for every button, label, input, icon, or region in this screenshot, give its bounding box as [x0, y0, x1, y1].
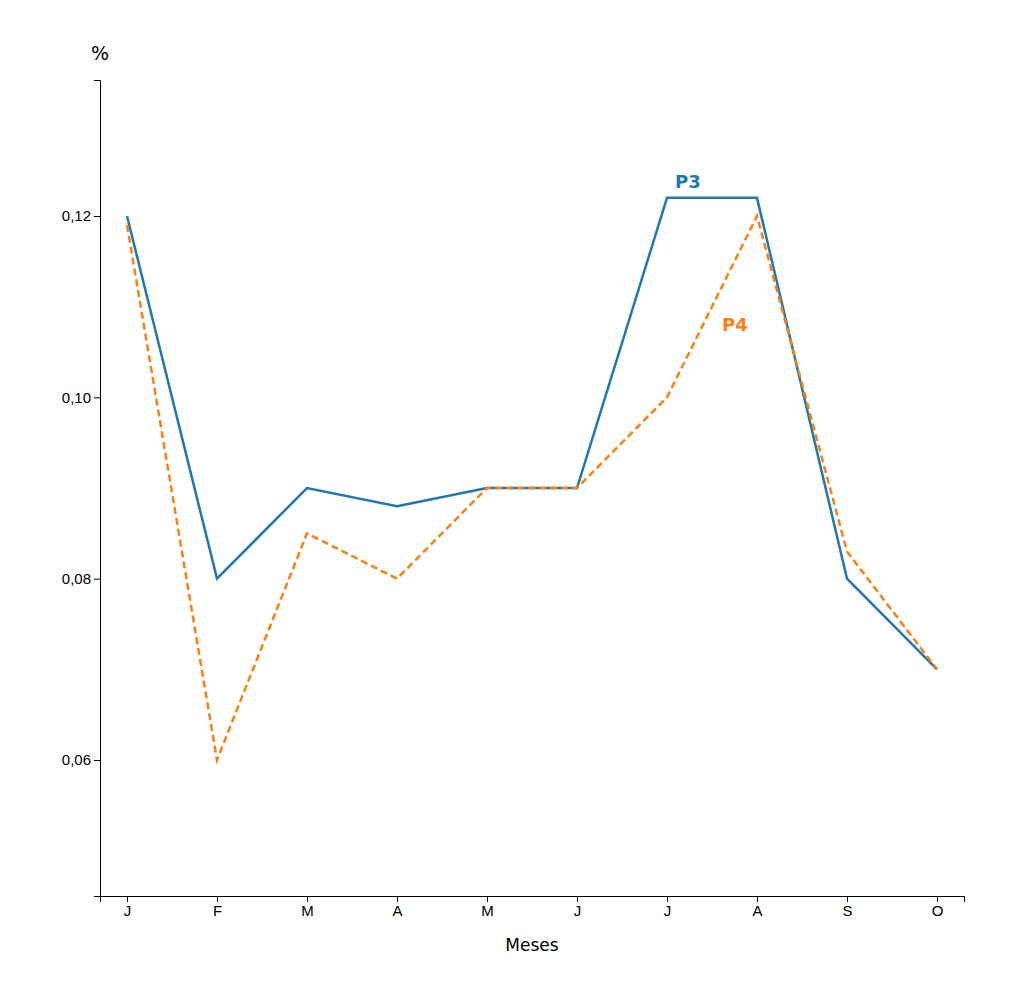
y-tick-label: 0,06 [62, 751, 91, 768]
y-tick-label: 0,08 [62, 570, 91, 587]
x-tick: M [481, 896, 494, 919]
y-tick-label: 0,10 [62, 389, 91, 406]
lines [127, 198, 937, 760]
x-tick-label: M [481, 902, 494, 919]
y-axis: 0,06 0,08 0,10 0,12 [62, 81, 101, 897]
chart: J F M A M J J A S O 0,06 0,08 0,10 0,12 P3 P4 Meses% [0, 0, 1024, 986]
series-label: P4 [722, 314, 748, 335]
y-tick: 0,06 [62, 751, 100, 768]
y-tick-mark [94, 216, 100, 217]
x-tick-label: A [752, 902, 762, 919]
plot: J F M A M J J A S O 0,06 0,08 0,10 0,12 P3 P4 Meses% [62, 42, 965, 955]
x-tick-label: S [842, 902, 852, 919]
y-tick: 0,10 [62, 389, 100, 406]
y-tick-mark [94, 579, 100, 580]
series-line [127, 216, 937, 760]
y-tick-mark [94, 760, 100, 761]
series-line [127, 198, 937, 669]
y-axis-line [94, 81, 101, 897]
x-tick-label: M [301, 902, 314, 919]
x-tick: M [301, 896, 314, 919]
x-axis-title: Meses [505, 935, 558, 955]
x-tick: F [213, 896, 222, 919]
x-tick-label: J [664, 902, 672, 919]
x-tick: A [752, 896, 762, 919]
x-tick: J [664, 896, 672, 919]
x-tick: A [392, 896, 402, 919]
y-tick-label: 0,12 [62, 207, 91, 224]
y-tick-mark [94, 397, 100, 398]
x-tick-label: J [124, 902, 132, 919]
x-tick: J [124, 896, 132, 919]
y-axis-title: % [91, 42, 109, 64]
x-tick: O [932, 896, 944, 919]
series-labels: P3 P4 [675, 171, 748, 335]
x-tick-label: A [392, 902, 402, 919]
x-tick-label: F [213, 902, 222, 919]
x-tick-label: J [574, 902, 582, 919]
x-tick: S [842, 896, 852, 919]
y-tick: 0,08 [62, 570, 100, 587]
x-tick-label: O [932, 902, 944, 919]
y-tick: 0,12 [62, 207, 100, 224]
x-axis: JFMAMJJASO [101, 896, 965, 919]
series-label: P3 [675, 171, 701, 192]
x-axis-line [101, 897, 965, 903]
x-tick: J [574, 896, 582, 919]
